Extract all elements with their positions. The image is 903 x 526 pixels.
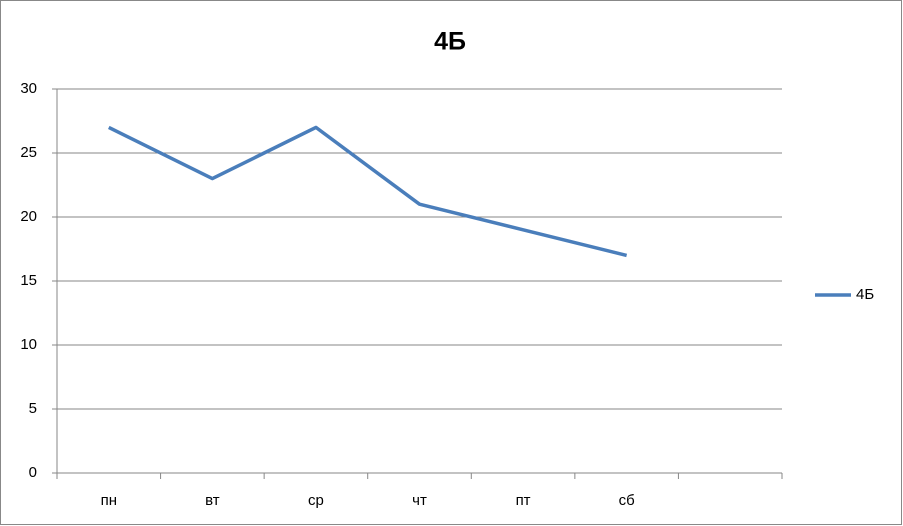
data-line <box>108 125 628 258</box>
x-tick-label: ср <box>308 492 324 509</box>
y-tick-label: 20 <box>20 208 37 225</box>
x-tick-label: вт <box>205 492 220 509</box>
x-tick-label: пт <box>516 492 531 509</box>
chart-title: 4Б <box>434 28 466 56</box>
y-tick-label: 15 <box>20 272 37 289</box>
x-tick-label: чт <box>412 492 427 509</box>
x-tick-label: пн <box>101 492 117 509</box>
x-tick-label: сб <box>619 492 635 509</box>
y-tick-label: 5 <box>29 400 37 417</box>
y-tick-label: 10 <box>20 336 37 353</box>
y-tick-label: 30 <box>20 80 37 97</box>
y-tick-label: 25 <box>20 144 37 161</box>
legend-label: 4Б <box>856 286 874 303</box>
y-tick-label: 0 <box>29 464 37 481</box>
